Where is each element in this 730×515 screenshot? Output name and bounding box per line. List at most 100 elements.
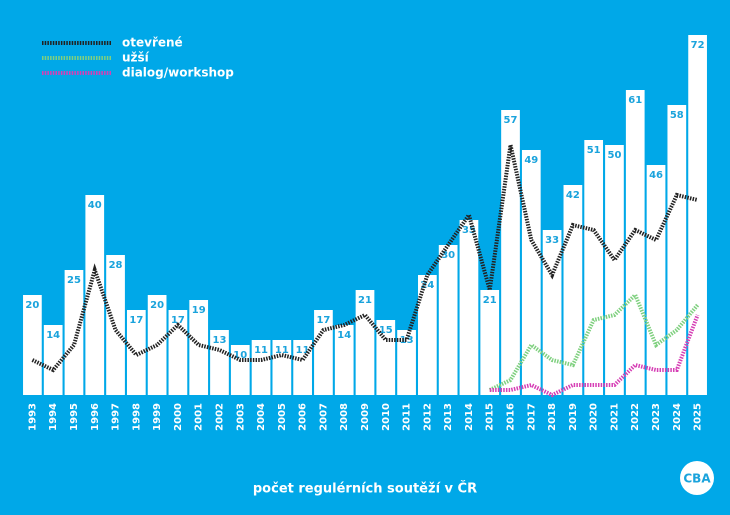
value-label: 17 [316,315,330,326]
x-tick-label: 2016 [506,403,517,431]
x-tick-label: 2003 [235,403,246,431]
legend-label: dialog/workshop [122,66,234,80]
value-label: 40 [88,200,102,211]
value-label: 21 [358,295,372,306]
series-line [489,314,700,398]
bar [376,320,396,395]
value-label: 13 [213,335,227,346]
x-tick-label: 2023 [651,403,662,431]
value-label: 46 [649,170,663,181]
x-tick-label: 2005 [277,403,288,431]
x-tick-label: 2004 [256,403,267,431]
series-line [31,144,699,373]
value-label: 24 [420,280,434,291]
bar [272,340,292,395]
x-tick-label: 1993 [27,403,38,431]
bar [625,90,645,395]
bar [646,165,666,395]
bar [43,325,63,395]
bar [64,270,84,395]
bar [584,140,604,395]
bar [418,275,437,395]
bar [605,145,624,395]
value-label: 17 [129,315,143,326]
value-label: 57 [504,115,518,126]
bar [397,330,416,395]
value-label: 20 [25,300,39,311]
x-tick-label: 1997 [111,403,122,431]
bar [314,310,333,395]
value-label: 30 [441,250,455,261]
bar [23,295,42,395]
x-tick-label: 2024 [672,403,683,431]
x-tick-label: 2025 [693,403,704,431]
x-tick-label: 2001 [194,403,205,431]
bar [667,105,687,395]
logo-badge [680,461,714,495]
x-tick-label: 2020 [589,403,600,431]
legend-label: užší [122,51,150,65]
value-label: 14 [337,330,351,341]
value-label: 51 [587,145,601,156]
value-label: 21 [483,295,497,306]
x-tick-label: 2010 [381,403,392,431]
value-label: 13 [400,335,414,346]
value-label: 61 [628,95,642,106]
value-label: 49 [524,155,538,166]
value-label: 19 [192,305,206,316]
bar [688,35,707,395]
value-label: 10 [233,350,247,361]
value-label: 58 [670,110,684,121]
x-tick-label: 2002 [214,403,225,431]
x-tick-label: 1998 [131,403,142,431]
x-tick-label: 2012 [422,403,433,431]
bar [189,300,209,395]
x-tick-label: 2018 [547,403,558,431]
legend-label: otevřené [122,36,183,50]
value-label: 35 [462,225,476,236]
x-tick-label: 2015 [485,403,496,431]
value-label: 28 [109,260,123,271]
x-tick-label: 2000 [173,403,184,431]
value-label: 11 [254,345,268,356]
x-tick-label: 2021 [609,403,620,431]
value-label: 20 [150,300,164,311]
bar [542,230,562,395]
x-tick-label: 2013 [443,403,454,431]
x-tick-label: 2022 [630,403,641,431]
value-label: 72 [691,40,705,51]
x-tick-label: 2011 [402,403,413,431]
value-label: 17 [171,315,185,326]
logo: CBA [683,472,711,486]
bar [85,195,105,395]
x-tick-label: 1999 [152,403,163,431]
bar [480,290,500,395]
value-label: 15 [379,325,393,336]
bar [293,340,312,395]
x-tick-label: 1996 [90,403,101,431]
x-tick-label: 2007 [318,403,329,431]
x-tick-label: 2008 [339,403,350,431]
bar [438,245,458,395]
x-tick-label: 2014 [464,403,475,431]
bar [210,330,229,395]
chart-title: počet regulérních soutěží v ČR [253,481,477,497]
x-tick-label: 1995 [69,403,80,431]
value-label: 11 [275,345,289,356]
x-tick-label: 2019 [568,403,579,431]
series-line [488,291,700,392]
x-tick-label: 2009 [360,403,371,431]
value-label: 11 [296,345,310,356]
x-tick-label: 2006 [298,403,309,431]
value-label: 25 [67,275,81,286]
value-label: 33 [545,235,559,246]
x-tick-label: 2017 [526,403,537,431]
x-tick-label: 1994 [48,403,59,431]
bar [334,325,354,395]
bar [459,220,479,395]
value-label: 14 [46,330,60,341]
bar [251,340,271,395]
value-label: 50 [607,150,621,161]
value-label: 42 [566,190,580,201]
